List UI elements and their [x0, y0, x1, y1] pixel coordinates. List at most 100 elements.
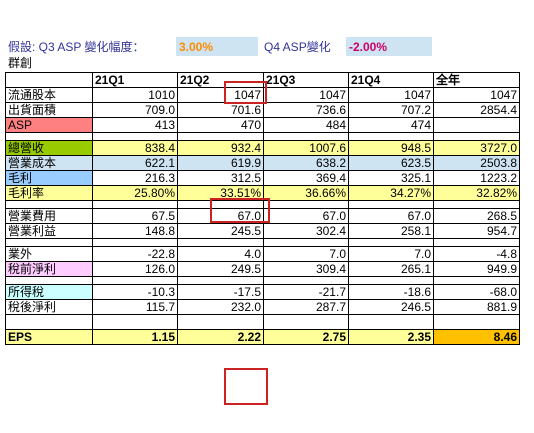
cell[interactable]: 32.82%: [433, 185, 520, 201]
cell[interactable]: 484: [263, 117, 349, 133]
cell[interactable]: 216.3: [92, 170, 178, 186]
row-label: 營業費用: [5, 208, 93, 224]
cell[interactable]: 1047: [348, 87, 434, 103]
table-row: ASP 413 470 484 474: [5, 117, 520, 133]
cell[interactable]: 34.27%: [348, 185, 434, 201]
cell[interactable]: 33.51%: [177, 185, 264, 201]
cell[interactable]: -17.5: [177, 284, 264, 300]
row-label: 稅後淨利: [5, 299, 93, 315]
table-row: 稅後淨利 115.7 232.0 287.7 246.5 881.9: [5, 299, 520, 315]
cell[interactable]: 36.66%: [263, 185, 349, 201]
row-label: 出貨面積: [5, 102, 93, 118]
cell[interactable]: 948.5: [348, 140, 434, 156]
cell[interactable]: 268.5: [433, 208, 520, 224]
q4-asp-change-cell[interactable]: -2.00%: [346, 37, 432, 56]
row-label: 所得稅: [5, 284, 93, 300]
cell[interactable]: 1047: [263, 87, 349, 103]
cell[interactable]: 623.5: [348, 155, 434, 171]
cell[interactable]: 369.4: [263, 170, 349, 186]
table-row: 毛利 216.3 312.5 369.4 325.1 1223.2: [5, 170, 520, 186]
cell[interactable]: 126.0: [92, 261, 178, 277]
cell[interactable]: 2854.4: [433, 102, 520, 118]
cell[interactable]: 2.35: [348, 329, 434, 345]
cell[interactable]: 2503.8: [433, 155, 520, 171]
cell[interactable]: 2.75: [263, 329, 349, 345]
cell[interactable]: 309.4: [263, 261, 349, 277]
row-label: EPS: [5, 329, 93, 345]
cell[interactable]: -21.7: [263, 284, 349, 300]
cell[interactable]: 249.5: [177, 261, 264, 277]
cell[interactable]: 67.0: [263, 208, 349, 224]
cell[interactable]: 148.8: [92, 223, 178, 239]
cell[interactable]: 838.4: [92, 140, 178, 156]
row-label: 稅前淨利: [5, 261, 93, 277]
header-row: 21Q1 21Q2 21Q3 21Q4 全年: [5, 72, 520, 88]
cell[interactable]: 881.9: [433, 299, 520, 315]
cell[interactable]: 470: [177, 117, 264, 133]
q3-asp-change-cell[interactable]: 3.00%: [176, 37, 258, 56]
cell[interactable]: [433, 117, 520, 133]
spacer-row: [5, 314, 520, 322]
cell[interactable]: 619.9: [177, 155, 264, 171]
highlight-box-shares: [224, 81, 267, 104]
cell[interactable]: 245.5: [177, 223, 264, 239]
cell[interactable]: 67.0: [177, 208, 264, 224]
cell[interactable]: 8.46: [433, 329, 520, 345]
cell[interactable]: 638.2: [263, 155, 349, 171]
cell[interactable]: 949.9: [433, 261, 520, 277]
cell[interactable]: 287.7: [263, 299, 349, 315]
q4-asp-label: Q4 ASP變化: [264, 40, 331, 54]
q3-asp-change-value: 3.00%: [179, 40, 214, 54]
row-label: ASP: [5, 117, 93, 133]
cell[interactable]: 622.1: [92, 155, 178, 171]
table-row: 出貨面積 709.0 701.6 736.6 707.2 2854.4: [5, 102, 520, 118]
cell[interactable]: -10.3: [92, 284, 178, 300]
cell[interactable]: 413: [92, 117, 178, 133]
q4-asp-change-value: -2.00%: [349, 40, 388, 54]
header-21q2: 21Q2: [177, 72, 264, 88]
cell[interactable]: 2.22: [177, 329, 264, 345]
assumption-label: 假設: Q3 ASP 變化幅度：: [8, 40, 145, 54]
cell[interactable]: 312.5: [177, 170, 264, 186]
table-row: 所得稅 -10.3 -17.5 -21.7 -18.6 -68.0: [5, 284, 520, 300]
row-label: 流通股本: [5, 87, 93, 103]
spacer-row: [5, 132, 520, 141]
cell[interactable]: 7.0: [348, 246, 434, 262]
cell[interactable]: 325.1: [348, 170, 434, 186]
cell[interactable]: -22.8: [92, 246, 178, 262]
table-row: 稅前淨利 126.0 249.5 309.4 265.1 949.9: [5, 261, 520, 277]
cell[interactable]: 258.1: [348, 223, 434, 239]
cell[interactable]: 707.2: [348, 102, 434, 118]
table-row: 總營收 838.4 932.4 1007.6 948.5 3727.0: [5, 140, 520, 156]
cell[interactable]: 25.80%: [92, 185, 178, 201]
cell[interactable]: 474: [348, 117, 434, 133]
cell[interactable]: 232.0: [177, 299, 264, 315]
table-row: 營業費用 67.5 67.0 67.0 67.0 268.5: [5, 208, 520, 224]
cell[interactable]: 67.0: [348, 208, 434, 224]
cell[interactable]: 1047: [433, 87, 520, 103]
cell[interactable]: -4.8: [433, 246, 520, 262]
table-row: 業外 -22.8 4.0 7.0 7.0 -4.8: [5, 246, 520, 262]
cell[interactable]: 1.15: [92, 329, 178, 345]
cell[interactable]: 302.4: [263, 223, 349, 239]
cell[interactable]: -18.6: [348, 284, 434, 300]
cell[interactable]: 954.7: [433, 223, 520, 239]
cell[interactable]: 115.7: [92, 299, 178, 315]
cell[interactable]: 67.5: [92, 208, 178, 224]
cell[interactable]: 1223.2: [433, 170, 520, 186]
cell[interactable]: 265.1: [348, 261, 434, 277]
cell[interactable]: 1047: [177, 87, 264, 103]
cell[interactable]: 7.0: [263, 246, 349, 262]
cell[interactable]: 246.5: [348, 299, 434, 315]
cell[interactable]: 4.0: [177, 246, 264, 262]
cell[interactable]: 932.4: [177, 140, 264, 156]
cell[interactable]: 1007.6: [263, 140, 349, 156]
cell[interactable]: 3727.0: [433, 140, 520, 156]
cell[interactable]: 1010: [92, 87, 178, 103]
cell[interactable]: 701.6: [177, 102, 264, 118]
cell[interactable]: 736.6: [263, 102, 349, 118]
cell[interactable]: -68.0: [433, 284, 520, 300]
header-21q4: 21Q4: [348, 72, 434, 88]
row-label: 總營收: [5, 140, 93, 156]
cell[interactable]: 709.0: [92, 102, 178, 118]
